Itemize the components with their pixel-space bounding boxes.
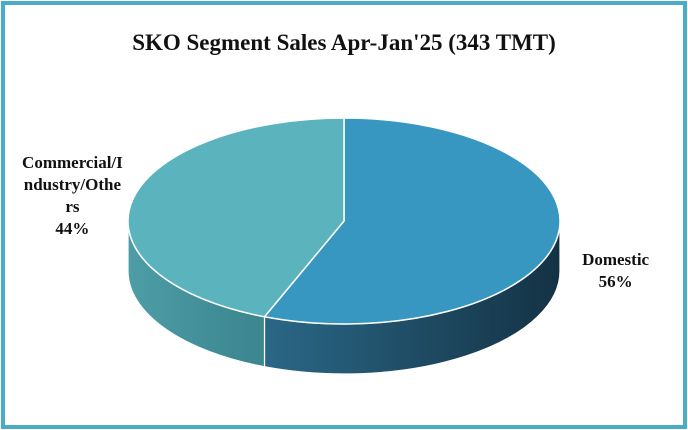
data-label: Domestic 56% (564, 249, 668, 293)
chart-title: SKO Segment Sales Apr-Jan'25 (343 TMT) (132, 30, 556, 55)
slice (127, 117, 345, 318)
value-label: 44% (55, 219, 90, 239)
value-label: 56% (598, 271, 633, 291)
data-label: Commercial/Industry/Others 44% (20, 152, 124, 240)
category-label: Commercial/Industry/Others (22, 153, 123, 217)
slice (263, 117, 561, 325)
category-label: Domestic (582, 249, 650, 269)
